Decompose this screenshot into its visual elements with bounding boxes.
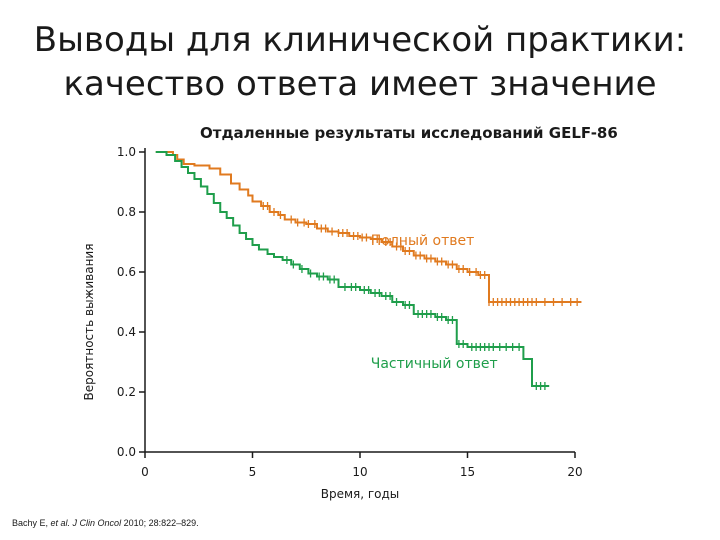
x-tick-label: 10 [352,465,367,479]
y-tick-label: 0.2 [117,385,136,399]
x-axis-label: Время, годы [321,487,400,501]
slide-title-line-2: качество ответа имеет значение [63,64,657,104]
y-tick-label: 0.4 [117,325,136,339]
x-tick-label: 20 [567,465,582,479]
x-tick-label: 0 [141,465,149,479]
citation-et-al: et al. [50,518,71,528]
slide-title: Выводы для клинической практики: качеств… [0,18,720,106]
y-tick-label: 0.0 [117,445,136,459]
y-tick-label: 0.8 [117,205,136,219]
slide-title-line-1: Выводы для клинической практики: [33,20,687,60]
y-tick-label: 0.6 [117,265,136,279]
chart-title: Отдаленные результаты исследований GELF-… [200,124,618,142]
citation: Bachy E, et al. J Clin Oncol 2010; 28:82… [12,518,199,528]
citation-authors: Bachy E, [12,518,51,528]
complete-response-label: Полный ответ [371,233,475,249]
partial-response-curve [155,151,550,387]
partial-response-label: Частичный ответ [371,356,498,372]
complete-response-curve [155,151,582,303]
y-tick-label: 1.0 [117,145,136,159]
citation-details: 2010; 28:822–829. [123,518,199,528]
citation-journal: J Clin Oncol [70,518,124,528]
x-tick-label: 15 [460,465,475,479]
y-axis-label: Вероятность выживания [82,244,96,401]
x-tick-label: 5 [249,465,257,479]
